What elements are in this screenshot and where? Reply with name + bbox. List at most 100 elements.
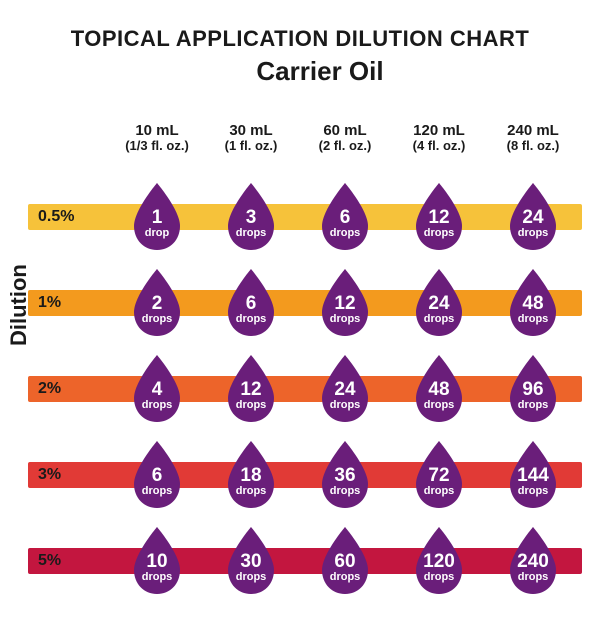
drop-count: 96 xyxy=(522,380,543,399)
drop-count: 48 xyxy=(522,294,543,313)
row-drops: 4drops12drops24drops48drops96drops xyxy=(110,348,580,428)
drop-cell: 144drops xyxy=(486,434,580,514)
drop-unit: drops xyxy=(518,228,549,239)
drop-count: 2 xyxy=(152,294,163,313)
drop-count: 48 xyxy=(428,380,449,399)
drop-unit: drops xyxy=(518,486,549,497)
dilution-row: 1%2drops6drops12drops24drops48drops xyxy=(28,262,588,342)
drop-cell: 12drops xyxy=(298,262,392,342)
column-header-floz: (2 fl. oz.) xyxy=(298,139,392,154)
drop-unit: drops xyxy=(236,572,267,583)
chart-subtitle: Carrier Oil xyxy=(40,56,600,87)
column-header-floz: (1 fl. oz.) xyxy=(204,139,298,154)
drop-icon: 6drops xyxy=(314,180,376,252)
drop-unit: drops xyxy=(236,486,267,497)
drop-cell: 12drops xyxy=(392,176,486,256)
drop-icon: 36drops xyxy=(314,438,376,510)
drop-unit: drops xyxy=(236,314,267,325)
column-header: 120 mL(4 fl. oz.) xyxy=(392,122,486,154)
drop-count: 1 xyxy=(152,208,163,227)
drop-cell: 30drops xyxy=(204,520,298,600)
drop-cell: 48drops xyxy=(486,262,580,342)
drop-unit: drops xyxy=(424,400,455,411)
drop-cell: 60drops xyxy=(298,520,392,600)
drop-cell: 24drops xyxy=(298,348,392,428)
drop-unit: drops xyxy=(142,486,173,497)
column-header: 30 mL(1 fl. oz.) xyxy=(204,122,298,154)
drop-cell: 120drops xyxy=(392,520,486,600)
drop-count: 24 xyxy=(428,294,449,313)
drop-cell: 12drops xyxy=(204,348,298,428)
drop-unit: drops xyxy=(518,572,549,583)
drop-icon: 24drops xyxy=(408,266,470,338)
drop-unit: drops xyxy=(330,486,361,497)
drop-unit: drops xyxy=(424,572,455,583)
drop-count: 6 xyxy=(246,294,257,313)
drop-unit: drop xyxy=(145,228,169,239)
column-header: 240 mL(8 fl. oz.) xyxy=(486,122,580,154)
drop-unit: drops xyxy=(330,572,361,583)
drop-cell: 24drops xyxy=(486,176,580,256)
drop-icon: 48drops xyxy=(408,352,470,424)
drop-cell: 24drops xyxy=(392,262,486,342)
chart-rows: 0.5%1drop3drops6drops12drops24drops1%2dr… xyxy=(28,176,588,606)
drop-count: 60 xyxy=(334,552,355,571)
row-label: 3% xyxy=(38,462,61,488)
dilution-row: 0.5%1drop3drops6drops12drops24drops xyxy=(28,176,588,256)
drop-cell: 6drops xyxy=(110,434,204,514)
drop-icon: 6drops xyxy=(126,438,188,510)
drop-count: 120 xyxy=(423,552,455,571)
column-header-ml: 10 mL xyxy=(135,122,178,139)
drop-unit: drops xyxy=(424,314,455,325)
row-drops: 6drops18drops36drops72drops144drops xyxy=(110,434,580,514)
column-header-floz: (4 fl. oz.) xyxy=(392,139,486,154)
drop-count: 72 xyxy=(428,466,449,485)
drop-unit: drops xyxy=(236,228,267,239)
drop-cell: 48drops xyxy=(392,348,486,428)
drop-unit: drops xyxy=(142,572,173,583)
drop-unit: drops xyxy=(142,400,173,411)
drop-count: 24 xyxy=(334,380,355,399)
drop-cell: 240drops xyxy=(486,520,580,600)
row-label: 0.5% xyxy=(38,204,74,230)
drop-cell: 72drops xyxy=(392,434,486,514)
drop-count: 240 xyxy=(517,552,549,571)
drop-count: 18 xyxy=(240,466,261,485)
drop-icon: 10drops xyxy=(126,524,188,596)
drop-unit: drops xyxy=(518,314,549,325)
drop-cell: 2drops xyxy=(110,262,204,342)
drop-icon: 6drops xyxy=(220,266,282,338)
drop-cell: 4drops xyxy=(110,348,204,428)
drop-count: 24 xyxy=(522,208,543,227)
drop-count: 10 xyxy=(146,552,167,571)
row-label: 1% xyxy=(38,290,61,316)
drop-unit: drops xyxy=(142,314,173,325)
drop-count: 36 xyxy=(334,466,355,485)
drop-cell: 3drops xyxy=(204,176,298,256)
drop-count: 3 xyxy=(246,208,257,227)
drop-icon: 96drops xyxy=(502,352,564,424)
column-header-ml: 60 mL xyxy=(323,122,366,139)
column-header-ml: 240 mL xyxy=(507,122,559,139)
drop-icon: 48drops xyxy=(502,266,564,338)
drop-cell: 18drops xyxy=(204,434,298,514)
drop-icon: 72drops xyxy=(408,438,470,510)
chart-title: TOPICAL APPLICATION DILUTION CHART xyxy=(0,26,600,52)
drop-icon: 12drops xyxy=(408,180,470,252)
drop-count: 144 xyxy=(517,466,549,485)
drop-count: 30 xyxy=(240,552,261,571)
drop-icon: 60drops xyxy=(314,524,376,596)
row-drops: 10drops30drops60drops120drops240drops xyxy=(110,520,580,600)
column-header: 10 mL(1/3 fl. oz.) xyxy=(110,122,204,154)
drop-icon: 3drops xyxy=(220,180,282,252)
drop-icon: 12drops xyxy=(314,266,376,338)
column-header: 60 mL(2 fl. oz.) xyxy=(298,122,392,154)
drop-cell: 96drops xyxy=(486,348,580,428)
drop-unit: drops xyxy=(424,486,455,497)
column-header-floz: (8 fl. oz.) xyxy=(486,139,580,154)
drop-icon: 120drops xyxy=(408,524,470,596)
column-header-ml: 120 mL xyxy=(413,122,465,139)
column-header-floz: (1/3 fl. oz.) xyxy=(110,139,204,154)
drop-icon: 240drops xyxy=(502,524,564,596)
drop-count: 12 xyxy=(240,380,261,399)
